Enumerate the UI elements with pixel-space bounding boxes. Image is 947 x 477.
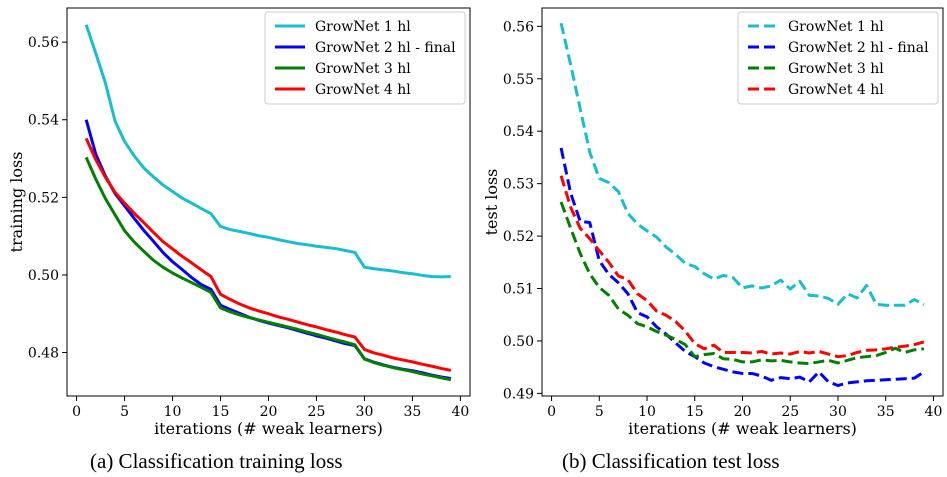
x-axis-label: iterations (# weak learners) — [628, 419, 857, 438]
x-axis-label: iterations (# weak learners) — [154, 419, 383, 438]
y-tick-label: 0.51 — [503, 282, 534, 298]
x-tick-label: 15 — [212, 404, 230, 420]
x-tick-label: 35 — [404, 404, 422, 420]
x-tick-label: 5 — [595, 404, 604, 420]
legend: GrowNet 1 hl GrowNet 2 hl - final GrowNet … — [264, 11, 466, 105]
panel-training-loss: 0 5 10 15 20 25 30 35 40 0.48 0.50 0.52 0.54 0.56 iter… — [7, 7, 471, 473]
legend-label: GrowNet 1 hl — [788, 19, 884, 35]
x-tick-label: 20 — [260, 404, 278, 420]
y-axis-label: test loss — [482, 169, 501, 236]
legend-box — [737, 11, 939, 105]
y-tick-label: 0.50 — [28, 268, 59, 284]
y-tick-label: 0.48 — [28, 346, 59, 362]
y-tick-label: 0.52 — [503, 229, 534, 245]
legend: GrowNet 1 hl GrowNet 2 hl - final GrowNet … — [737, 11, 939, 105]
x-tick-label: 0 — [72, 404, 81, 420]
y-tick-label: 0.49 — [503, 386, 534, 402]
legend-label: GrowNet 3 hl — [788, 61, 884, 77]
x-tick-label: 30 — [356, 404, 374, 420]
legend-label: GrowNet 3 hl — [315, 61, 411, 77]
y-tick-label: 0.54 — [28, 113, 59, 129]
panel-caption: (a) Classification training loss — [90, 449, 343, 473]
panel-test-loss: 0 5 10 15 20 25 30 35 40 0.49 0.50 0.51 0.52 0.53 0.54… — [482, 7, 944, 473]
legend-box — [264, 11, 466, 105]
y-tick-label: 0.52 — [28, 190, 59, 206]
series-line-4 — [84, 137, 452, 372]
series-line-3 — [84, 156, 452, 382]
legend-label: GrowNet 2 hl - final — [315, 40, 456, 56]
x-tick-label: 35 — [877, 404, 895, 420]
x-tick-label: 40 — [451, 404, 469, 420]
series-line-2 — [559, 147, 925, 388]
x-tick-label: 15 — [686, 404, 704, 420]
x-tick-label: 40 — [925, 404, 943, 420]
series-line-4 — [559, 175, 925, 359]
x-tick-label: 0 — [547, 404, 556, 420]
x-tick-label: 25 — [781, 404, 799, 420]
y-tick-label: 0.54 — [503, 124, 534, 140]
y-tick-label: 0.56 — [503, 19, 534, 35]
legend-label: GrowNet 2 hl - final — [788, 40, 929, 56]
y-tick-label: 0.50 — [503, 334, 534, 350]
series-line-3 — [559, 201, 925, 365]
x-tick-label: 30 — [829, 404, 847, 420]
y-tick-label: 0.53 — [503, 177, 534, 193]
y-tick-label: 0.55 — [503, 72, 534, 88]
series-line-1 — [84, 24, 451, 279]
panel-caption: (b) Classification test loss — [562, 449, 780, 473]
x-tick-label: 25 — [308, 404, 326, 420]
x-tick-label: 10 — [638, 404, 656, 420]
x-tick-label: 5 — [120, 404, 129, 420]
y-axis-label: training loss — [7, 152, 26, 253]
x-tick-label: 20 — [734, 404, 752, 420]
legend-label: GrowNet 4 hl — [315, 82, 411, 98]
x-tick-label: 10 — [164, 404, 182, 420]
legend-label: GrowNet 4 hl — [788, 82, 884, 98]
y-tick-label: 0.56 — [28, 35, 59, 51]
series-line-1 — [559, 22, 925, 307]
legend-label: GrowNet 1 hl — [315, 19, 411, 35]
